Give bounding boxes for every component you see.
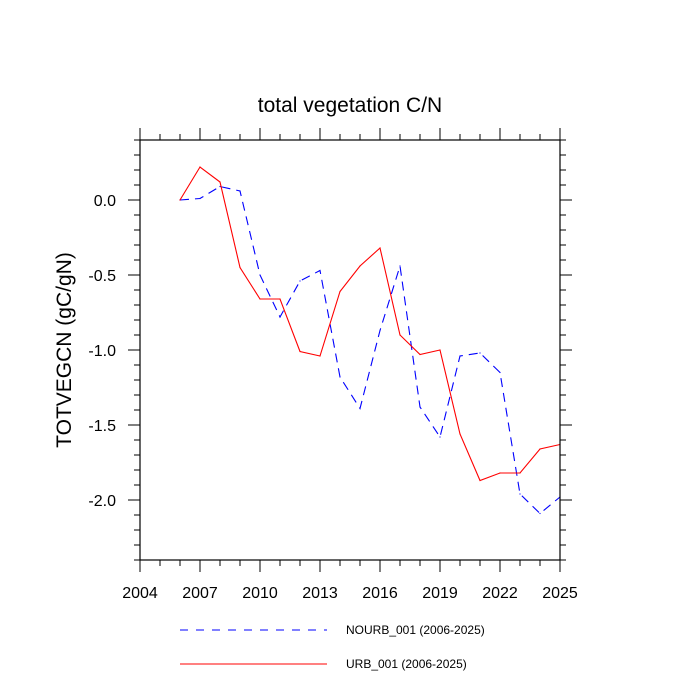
data-point (299, 280, 301, 282)
legend: NOURB_001 (2006-2025) URB_001 (2006-2025) (180, 623, 485, 671)
data-point (339, 290, 341, 293)
y-tick-label: -1.5 (88, 418, 116, 435)
y-tick-label: -0.5 (88, 268, 116, 285)
x-tick-labels: 2004 2007 2010 2013 2016 2019 2022 2025 (122, 585, 578, 602)
data-point (519, 493, 521, 495)
x-tick-label: 2025 (542, 585, 578, 602)
data-point (519, 472, 521, 474)
data-point (259, 274, 261, 276)
data-point (319, 355, 321, 357)
y-tick-label: -2.0 (88, 493, 116, 510)
data-point (539, 512, 541, 515)
data-point (479, 479, 481, 482)
axis-ticks (128, 128, 572, 572)
y-axis-label: TOTVEGCN (gC/gN) (53, 252, 76, 448)
data-point (379, 329, 381, 332)
y-tick-labels: 0.0 -0.5 -1.0 -1.5 -2.0 (88, 193, 116, 510)
y-tick-label: -1.0 (88, 343, 116, 360)
data-point (399, 265, 401, 267)
data-point (419, 406, 421, 408)
data-point (319, 269, 321, 272)
series-line-1 (179, 185, 561, 515)
data-point (439, 436, 441, 438)
x-tick-label: 2022 (482, 585, 518, 602)
data-point (359, 407, 361, 410)
data-point (379, 247, 381, 249)
y-tick-label: 0.0 (94, 193, 116, 210)
data-point (199, 197, 201, 200)
data-point (399, 334, 401, 336)
data-point (219, 185, 221, 188)
x-tick-label: 2004 (122, 585, 158, 602)
data-point (359, 265, 361, 267)
legend-label-2: URB_001 (2006-2025) (346, 657, 467, 671)
data-point (239, 266, 241, 269)
x-tick-label: 2013 (302, 585, 338, 602)
data-point (479, 352, 481, 354)
data-point (219, 181, 221, 183)
data-point (499, 371, 501, 374)
legend-label-1: NOURB_001 (2006-2025) (346, 623, 485, 637)
x-tick-label: 2019 (422, 585, 458, 602)
x-tick-label: 2007 (182, 585, 218, 602)
data-point (199, 166, 201, 168)
data-point (499, 472, 501, 474)
data-point (439, 349, 441, 351)
x-tick-label: 2010 (242, 585, 278, 602)
data-point (419, 353, 421, 356)
data-point (339, 376, 341, 378)
series-line-2 (179, 166, 561, 482)
data-point (299, 350, 301, 353)
chart-title: total vegetation C/N (258, 94, 442, 117)
data-point (539, 448, 541, 450)
data-point (179, 199, 181, 201)
data-point (259, 298, 261, 300)
data-point (279, 298, 281, 300)
x-tick-label: 2016 (362, 585, 398, 602)
data-point (279, 316, 281, 318)
plot-frame (139, 139, 561, 561)
data-point (459, 433, 461, 435)
series-layer (179, 166, 561, 515)
data-point (239, 190, 241, 192)
data-point (459, 355, 461, 357)
